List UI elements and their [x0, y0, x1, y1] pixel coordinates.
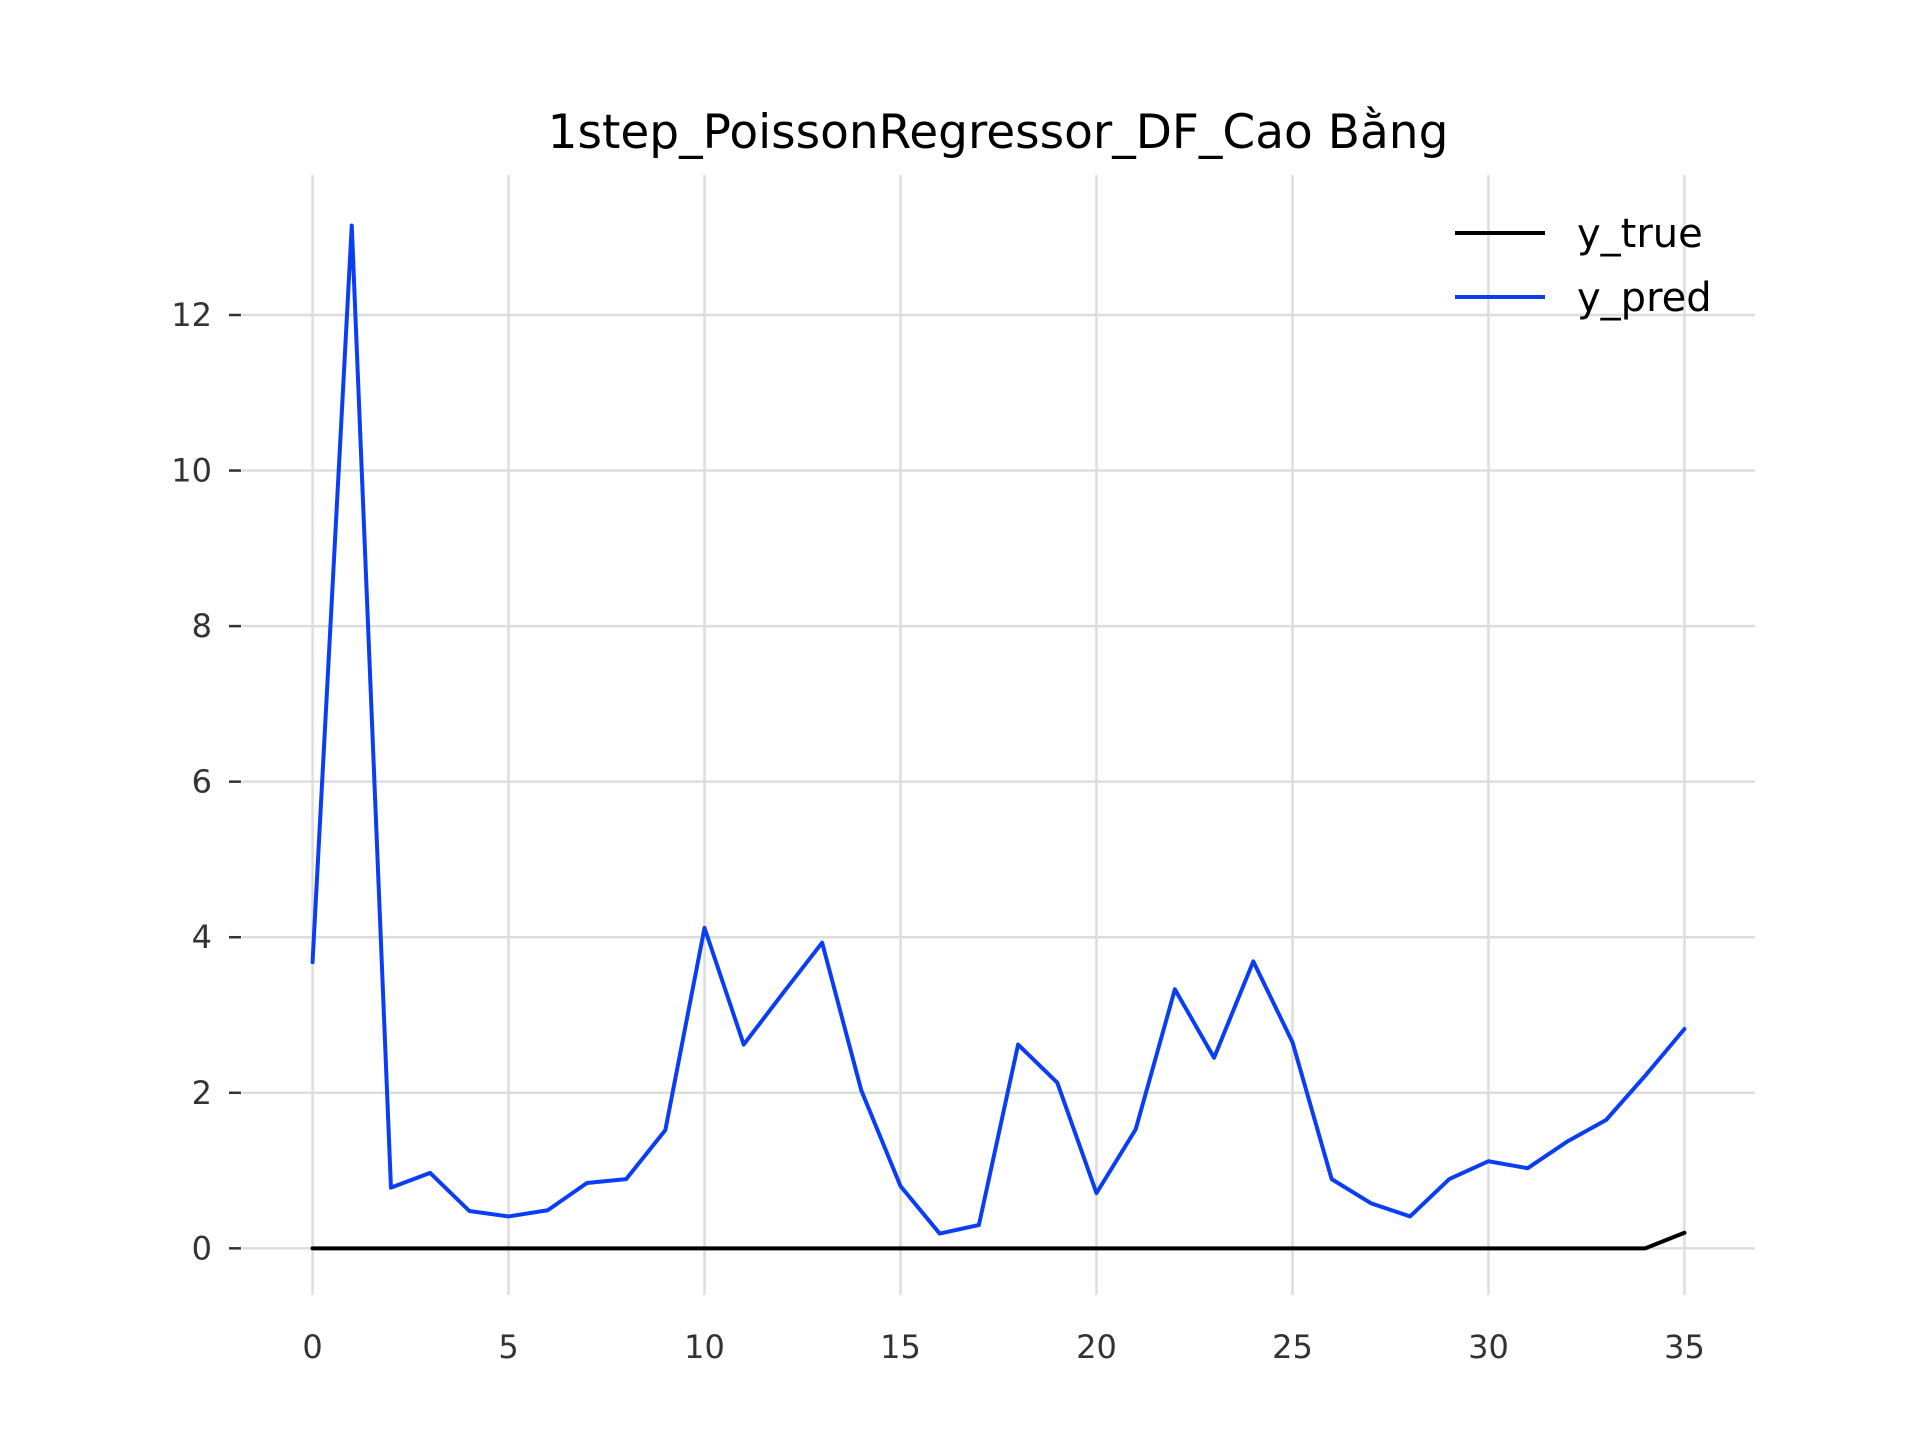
axis-ticks: 0 5 10 15 20 25 30 35 0 2 4 6 8 10 12: [171, 296, 1705, 1366]
x-tick-label: 15: [880, 1328, 921, 1366]
x-tick-label: 0: [302, 1328, 322, 1366]
grid: [242, 175, 1755, 1295]
x-tick-label: 35: [1664, 1328, 1705, 1366]
legend-label-y-pred: y_pred: [1577, 275, 1712, 321]
x-tick-label: 25: [1272, 1328, 1313, 1366]
y-tick-label: 4: [192, 918, 212, 956]
legend: y_true y_pred: [1455, 211, 1712, 321]
y-tick-label: 0: [192, 1229, 212, 1267]
series-lines: [310, 223, 1687, 1251]
y-tick-label: 10: [171, 452, 212, 490]
y-tick-label: 8: [192, 607, 212, 645]
y-tick-label: 6: [192, 763, 212, 801]
x-tick-label: 10: [684, 1328, 725, 1366]
series-line-y-true: [310, 1230, 1687, 1251]
x-tick-label: 30: [1468, 1328, 1509, 1366]
x-tick-label: 5: [498, 1328, 518, 1366]
chart-title: 1step_PoissonRegressor_DF_Cao Bằng: [548, 105, 1449, 160]
x-tick-label: 20: [1076, 1328, 1117, 1366]
legend-label-y-true: y_true: [1577, 211, 1703, 257]
series-line-y-pred: [310, 223, 1687, 1236]
y-tick-label: 2: [192, 1074, 212, 1112]
y-tick-label: 12: [171, 296, 212, 334]
